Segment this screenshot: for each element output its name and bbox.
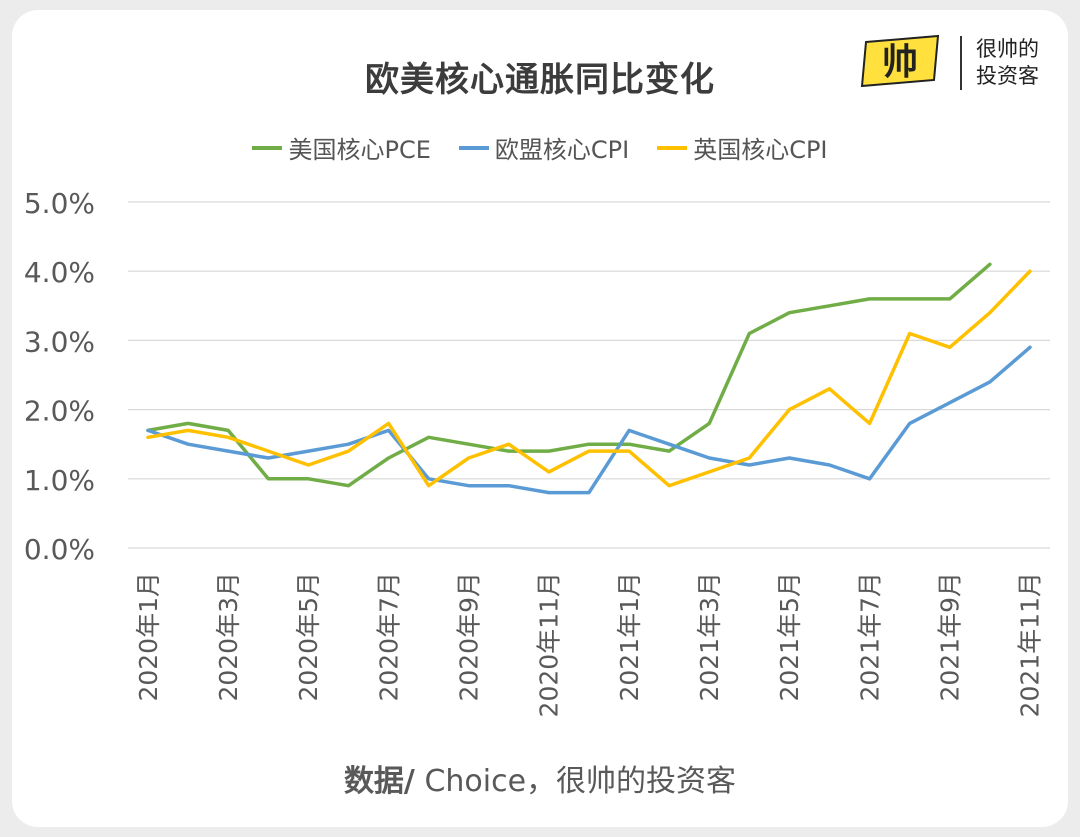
chart-legend: 美国核心PCE 欧盟核心CPI 英国核心CPI (0, 130, 1080, 165)
x-tick-label: 2020年7月 (374, 572, 403, 702)
logo-line-1: 很帅的 (976, 37, 1039, 61)
y-tick-label: 3.0% (24, 325, 95, 358)
source-label: 数据/ (343, 764, 415, 799)
source-text: Choice，很帅的投资客 (414, 764, 737, 799)
data-source: 数据/ Choice，很帅的投资客 (0, 756, 1080, 800)
x-tick-label: 2021年9月 (936, 572, 965, 702)
logo-divider (960, 36, 962, 90)
legend-item-uk: 英国核心CPI (657, 130, 828, 165)
logo-text: 很帅的 投资客 (976, 36, 1039, 90)
x-tick-label: 2021年1月 (615, 572, 644, 702)
logo-mark-text: 帅 (882, 42, 918, 83)
chart-title: 欧美核心通胀同比变化 (365, 60, 715, 100)
brand-logo: 帅 (858, 32, 1068, 102)
legend-item-eu: 欧盟核心CPI (458, 130, 630, 165)
x-tick-label: 2020年5月 (294, 572, 323, 702)
legend-swatch-uk (657, 145, 688, 150)
y-tick-label: 4.0% (24, 256, 95, 289)
y-tick-label: 2.0% (24, 395, 95, 428)
series-line-1 (146, 345, 1032, 495)
y-tick-label: 0.0% (24, 533, 95, 566)
y-tick-label: 1.0% (24, 464, 95, 497)
legend-swatch-eu (458, 145, 489, 150)
x-tick-label: 2020年11月 (535, 572, 564, 717)
legend-label-us: 美国核心PCE (288, 136, 431, 164)
legend-item-us: 美国核心PCE (252, 130, 431, 165)
logo-line-2: 投资客 (976, 64, 1039, 88)
legend-label-uk: 英国核心CPI (693, 136, 828, 164)
x-tick-label: 2021年7月 (855, 572, 884, 702)
y-tick-label: 5.0% (24, 187, 95, 220)
logo-mark-icon: 帅 (860, 34, 940, 88)
x-tick-label: 2020年3月 (214, 572, 243, 702)
series-line-0 (146, 262, 992, 488)
x-tick-label: 2020年1月 (134, 572, 163, 702)
legend-swatch-us (252, 145, 283, 150)
x-tick-label: 2021年3月 (695, 572, 724, 702)
legend-label-eu: 欧盟核心CPI (494, 136, 630, 164)
x-tick-label: 2021年11月 (1016, 572, 1045, 717)
series-line-2 (146, 269, 1032, 488)
x-tick-label: 2020年9月 (454, 572, 483, 702)
chart-card (12, 10, 1068, 827)
x-tick-label: 2021年5月 (775, 572, 804, 702)
